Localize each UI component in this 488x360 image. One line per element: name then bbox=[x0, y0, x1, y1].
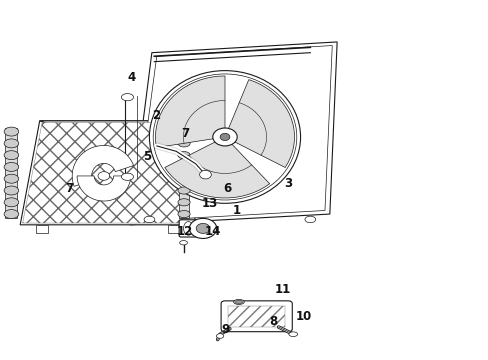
FancyBboxPatch shape bbox=[179, 128, 188, 218]
Ellipse shape bbox=[233, 300, 244, 305]
Polygon shape bbox=[40, 121, 212, 125]
Ellipse shape bbox=[4, 162, 19, 171]
Circle shape bbox=[189, 219, 216, 238]
Ellipse shape bbox=[178, 140, 190, 147]
Text: 4: 4 bbox=[127, 71, 135, 84]
FancyBboxPatch shape bbox=[36, 225, 48, 233]
Ellipse shape bbox=[178, 152, 190, 159]
Circle shape bbox=[199, 170, 211, 179]
Text: 10: 10 bbox=[295, 310, 311, 324]
FancyBboxPatch shape bbox=[167, 225, 179, 233]
Polygon shape bbox=[181, 121, 212, 228]
Ellipse shape bbox=[144, 216, 155, 223]
Polygon shape bbox=[164, 137, 269, 198]
Ellipse shape bbox=[178, 175, 190, 182]
Ellipse shape bbox=[178, 211, 190, 218]
Ellipse shape bbox=[4, 210, 19, 219]
FancyBboxPatch shape bbox=[221, 301, 292, 332]
Ellipse shape bbox=[153, 74, 296, 200]
Ellipse shape bbox=[4, 151, 19, 159]
Ellipse shape bbox=[149, 71, 300, 203]
Circle shape bbox=[220, 134, 229, 140]
Ellipse shape bbox=[178, 128, 190, 135]
Ellipse shape bbox=[4, 127, 19, 136]
Text: 13: 13 bbox=[201, 197, 217, 210]
Ellipse shape bbox=[183, 222, 193, 235]
Ellipse shape bbox=[216, 334, 224, 338]
Text: 5: 5 bbox=[142, 150, 151, 163]
FancyBboxPatch shape bbox=[227, 306, 285, 327]
Ellipse shape bbox=[179, 240, 187, 245]
Text: 6: 6 bbox=[223, 183, 231, 195]
Polygon shape bbox=[22, 123, 198, 223]
Text: 7: 7 bbox=[65, 183, 73, 195]
Ellipse shape bbox=[121, 173, 133, 180]
Polygon shape bbox=[155, 76, 224, 148]
Ellipse shape bbox=[4, 139, 19, 148]
Polygon shape bbox=[224, 80, 294, 167]
Text: 9: 9 bbox=[222, 323, 230, 336]
Circle shape bbox=[212, 128, 237, 146]
Polygon shape bbox=[135, 45, 331, 221]
Text: 12: 12 bbox=[177, 225, 193, 238]
Ellipse shape bbox=[178, 187, 190, 194]
Ellipse shape bbox=[4, 186, 19, 195]
Text: 8: 8 bbox=[269, 315, 277, 328]
Circle shape bbox=[98, 172, 109, 180]
Text: 1: 1 bbox=[233, 204, 241, 217]
Text: 2: 2 bbox=[151, 109, 160, 122]
Circle shape bbox=[196, 224, 209, 233]
Polygon shape bbox=[72, 145, 133, 186]
Text: 14: 14 bbox=[204, 225, 221, 238]
Ellipse shape bbox=[121, 94, 133, 101]
FancyBboxPatch shape bbox=[179, 220, 207, 237]
Ellipse shape bbox=[4, 174, 19, 183]
Polygon shape bbox=[130, 42, 336, 225]
Polygon shape bbox=[77, 176, 130, 201]
Ellipse shape bbox=[178, 199, 190, 206]
Text: 11: 11 bbox=[274, 283, 290, 296]
Ellipse shape bbox=[178, 163, 190, 171]
Text: 3: 3 bbox=[284, 177, 292, 190]
Text: 7: 7 bbox=[181, 127, 189, 140]
FancyBboxPatch shape bbox=[5, 128, 17, 218]
Ellipse shape bbox=[235, 300, 242, 303]
Polygon shape bbox=[20, 121, 200, 225]
Ellipse shape bbox=[4, 198, 19, 207]
Ellipse shape bbox=[288, 332, 297, 337]
Ellipse shape bbox=[305, 216, 315, 223]
